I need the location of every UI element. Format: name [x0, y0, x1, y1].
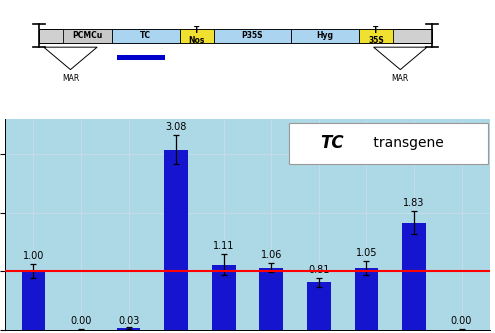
Text: 1.00: 1.00: [23, 251, 44, 261]
Bar: [354, 268, 378, 330]
Text: T
Nos: T Nos: [189, 26, 205, 45]
Bar: [63, 29, 112, 43]
Text: 1.11: 1.11: [213, 241, 235, 251]
Text: 3.08: 3.08: [165, 122, 187, 132]
Bar: [307, 282, 331, 330]
Bar: [22, 271, 46, 330]
Text: MAR: MAR: [62, 74, 79, 83]
Text: TC: TC: [140, 31, 151, 40]
Text: 0.00: 0.00: [451, 316, 472, 326]
Text: PCMCu: PCMCu: [72, 31, 102, 40]
Text: 0.00: 0.00: [70, 316, 92, 326]
Bar: [180, 29, 213, 43]
Bar: [117, 328, 141, 330]
Text: 0.81: 0.81: [308, 265, 330, 275]
Bar: [213, 29, 291, 43]
Text: 1.83: 1.83: [403, 198, 425, 208]
Bar: [291, 29, 359, 43]
Bar: [259, 268, 283, 330]
Bar: [164, 150, 188, 330]
Text: P35S: P35S: [242, 31, 263, 40]
Text: T
35S: T 35S: [368, 26, 384, 45]
Bar: [116, 55, 165, 60]
FancyBboxPatch shape: [289, 123, 488, 164]
Bar: [212, 265, 236, 330]
Text: 0.03: 0.03: [118, 316, 139, 326]
Text: 1.05: 1.05: [355, 248, 377, 258]
Bar: [39, 29, 432, 43]
Bar: [402, 223, 426, 330]
Text: 1.06: 1.06: [260, 250, 282, 260]
Text: Hyg: Hyg: [317, 31, 334, 40]
Text: MAR: MAR: [392, 74, 409, 83]
Text: transgene: transgene: [369, 136, 444, 150]
Bar: [112, 29, 180, 43]
Text: TC: TC: [320, 134, 344, 152]
Bar: [359, 29, 393, 43]
